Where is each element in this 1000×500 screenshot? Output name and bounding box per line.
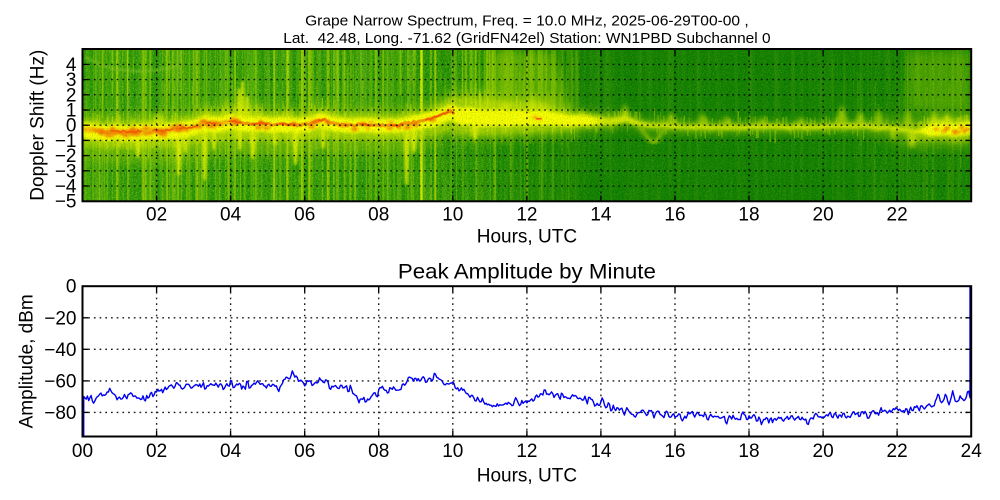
svg-text:08: 08 — [368, 204, 389, 225]
svg-text:0: 0 — [66, 277, 77, 298]
svg-text:18: 18 — [738, 441, 759, 462]
svg-text:−3: −3 — [55, 161, 77, 182]
svg-text:00: 00 — [72, 441, 93, 462]
svg-text:14: 14 — [590, 441, 612, 462]
svg-text:−5: −5 — [55, 192, 77, 213]
svg-text:−2: −2 — [55, 146, 77, 167]
svg-text:14: 14 — [590, 204, 612, 225]
svg-text:−40: −40 — [44, 340, 76, 361]
svg-text:04: 04 — [220, 204, 242, 225]
svg-text:22: 22 — [887, 204, 908, 225]
svg-text:24: 24 — [961, 441, 983, 462]
svg-text:3: 3 — [66, 70, 77, 91]
svg-text:12: 12 — [516, 204, 537, 225]
svg-text:4: 4 — [66, 55, 77, 76]
svg-text:−60: −60 — [44, 371, 76, 392]
svg-text:08: 08 — [368, 441, 389, 462]
svg-text:02: 02 — [146, 441, 167, 462]
svg-text:Amplitude, dBm: Amplitude, dBm — [17, 294, 38, 428]
svg-text:06: 06 — [294, 204, 315, 225]
svg-text:−20: −20 — [44, 308, 76, 329]
svg-text:1: 1 — [66, 101, 77, 122]
svg-text:16: 16 — [664, 204, 685, 225]
svg-text:10: 10 — [442, 204, 463, 225]
svg-text:Doppler Shift (Hz): Doppler Shift (Hz) — [28, 50, 49, 201]
svg-text:0: 0 — [66, 116, 77, 137]
svg-text:18: 18 — [738, 204, 759, 225]
svg-text:2: 2 — [66, 85, 77, 106]
svg-text:16: 16 — [664, 441, 685, 462]
svg-text:10: 10 — [442, 441, 463, 462]
svg-text:04: 04 — [220, 441, 242, 462]
svg-text:Hours, UTC: Hours, UTC — [477, 466, 577, 487]
svg-text:Lat. 42.48, Long. -71.62 (Gri: Lat. 42.48, Long. -71.62 (GridFN42el) St… — [283, 31, 770, 47]
svg-text:Hours, UTC: Hours, UTC — [477, 226, 577, 247]
svg-text:20: 20 — [813, 441, 834, 462]
svg-text:12: 12 — [516, 441, 537, 462]
svg-text:−80: −80 — [44, 403, 76, 424]
svg-text:−4: −4 — [55, 177, 77, 198]
svg-text:22: 22 — [887, 441, 908, 462]
svg-text:Peak Amplitude by Minute: Peak Amplitude by Minute — [398, 261, 656, 284]
svg-text:Grape Narrow Spectrum, Freq. =: Grape Narrow Spectrum, Freq. = 10.0 MHz,… — [305, 14, 749, 30]
svg-text:20: 20 — [813, 204, 834, 225]
svg-text:06: 06 — [294, 441, 315, 462]
svg-text:−1: −1 — [55, 131, 77, 152]
svg-text:02: 02 — [146, 204, 167, 225]
